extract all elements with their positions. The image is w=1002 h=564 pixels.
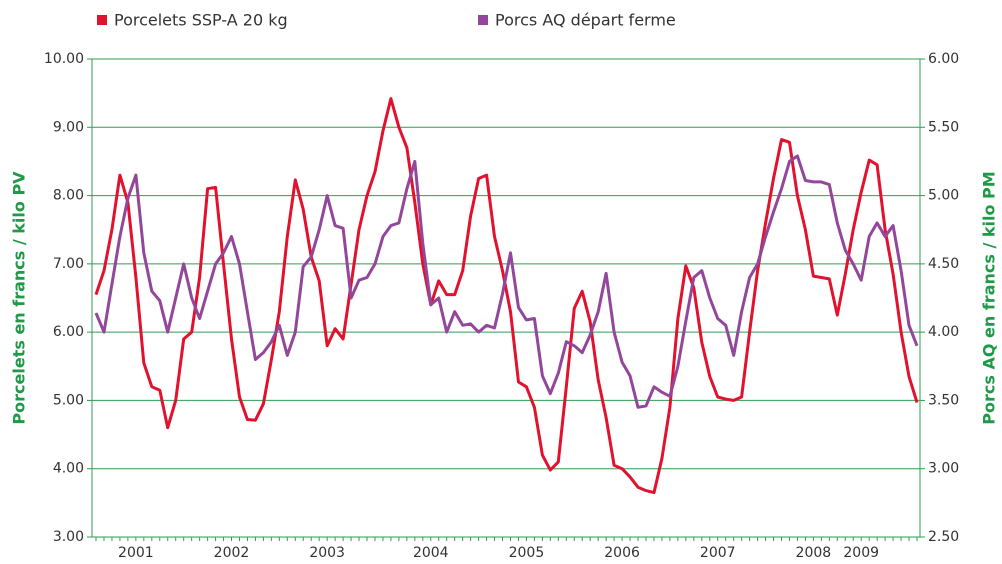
x-tick-label: 2007: [700, 545, 736, 561]
y2-tick-label: 2.50: [928, 529, 959, 545]
y2-tick-label: 5.00: [928, 188, 959, 204]
legend-swatch: [478, 15, 488, 25]
y2-tick-label: 4.00: [928, 324, 959, 340]
y-tick-label: 6.00: [53, 324, 84, 340]
series-line: [94, 154, 919, 409]
legend-swatch: [97, 15, 107, 25]
x-tick-label: 2003: [309, 545, 345, 561]
y-tick-label: 4.00: [53, 461, 84, 477]
y-axis-title: Porcelets en francs / kilo PV: [10, 171, 29, 425]
x-tick-label: 2005: [509, 545, 545, 561]
y2-tick-label: 3.50: [928, 392, 959, 408]
legend-label: Porcelets SSP-A 20 kg: [114, 11, 288, 30]
y-tick-label: 10.00: [44, 51, 84, 67]
y-tick-label: 5.00: [53, 392, 84, 408]
x-tick-label: 2001: [118, 545, 154, 561]
y2-axis-title: Porcs AQ en francs / kilo PM: [980, 171, 999, 424]
series-line: [94, 97, 919, 495]
y-tick-label: 9.00: [53, 119, 84, 135]
y2-tick-label: 6.00: [928, 51, 959, 67]
x-tick-label: 2006: [604, 545, 640, 561]
y2-tick-label: 4.50: [928, 256, 959, 272]
y2-tick-label: 5.50: [928, 119, 959, 135]
legend-label: Porcs AQ départ ferme: [495, 11, 676, 30]
y-tick-label: 7.00: [53, 256, 84, 272]
x-tick-label: 2002: [214, 545, 250, 561]
y2-tick-label: 3.00: [928, 461, 959, 477]
y-tick-label: 3.00: [53, 529, 84, 545]
y-tick-label: 8.00: [53, 188, 84, 204]
x-tick-label: 2009: [843, 545, 879, 561]
x-tick-label: 2004: [413, 545, 449, 561]
x-tick-label: 2008: [796, 545, 832, 561]
